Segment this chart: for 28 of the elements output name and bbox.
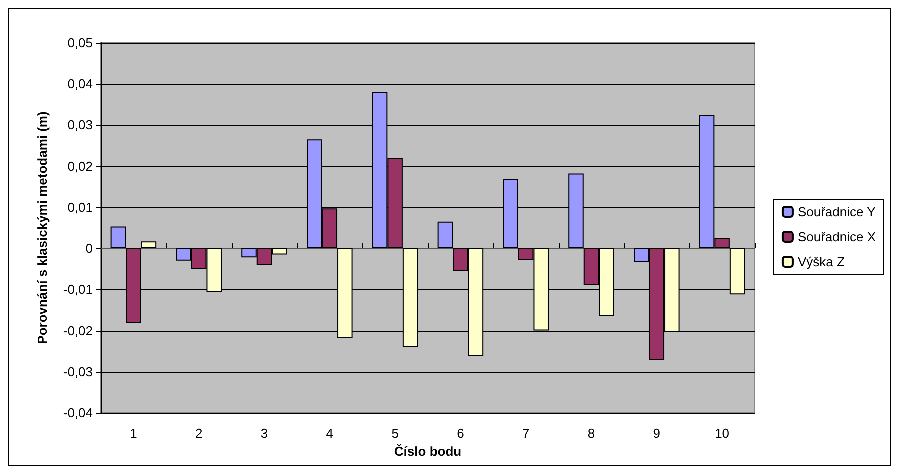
x-tick-label: 3: [260, 426, 268, 441]
x-tick-label: 1: [130, 426, 138, 441]
y-tick-label: 0,03: [68, 118, 93, 133]
bar: [110, 226, 126, 249]
y-tick-label: 0,04: [68, 76, 93, 92]
y-tick-label: -0,03: [63, 364, 93, 380]
legend-label: Souřadnice X: [798, 230, 876, 244]
x-axis-title: Číslo bodu: [394, 444, 462, 459]
y-tick-label: 0,01: [68, 200, 93, 215]
y-tick-label: 0,05: [68, 36, 93, 50]
y-tick-label: -0,04: [63, 406, 93, 420]
bar: [141, 242, 157, 249]
legend-label: Výška Z: [798, 254, 845, 270]
x-tick-label: 8: [588, 426, 596, 441]
x-tick-label: 7: [522, 426, 530, 441]
x-tick-label: 5: [392, 426, 399, 441]
x-tick-label: 2: [195, 426, 203, 441]
y-tick-label: 0,02: [68, 158, 93, 174]
x-tick-label: 6: [457, 426, 464, 441]
x-tick-label: 4: [326, 426, 334, 441]
y-tick-label: -0,01: [63, 282, 93, 298]
y-tick-label: -0,02: [63, 323, 93, 338]
bar: [438, 222, 454, 249]
x-tick-label: 10: [715, 426, 730, 441]
y-tick-label: 0: [86, 241, 93, 256]
y-axis-title: Porovnání s klasickými metodami (m): [35, 112, 50, 344]
x-tick-label: 9: [653, 426, 661, 441]
legend-label: Souřadnice Y: [798, 204, 876, 220]
